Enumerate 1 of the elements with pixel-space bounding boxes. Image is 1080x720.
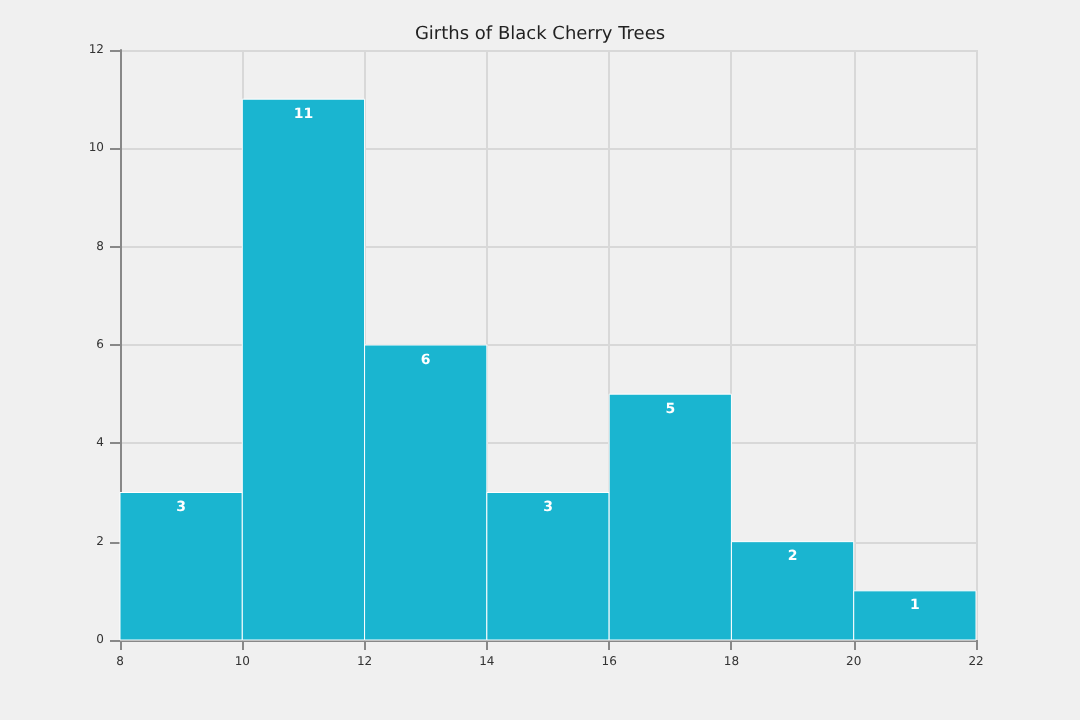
chart-title: Girths of Black Cherry Trees (414, 25, 666, 45)
